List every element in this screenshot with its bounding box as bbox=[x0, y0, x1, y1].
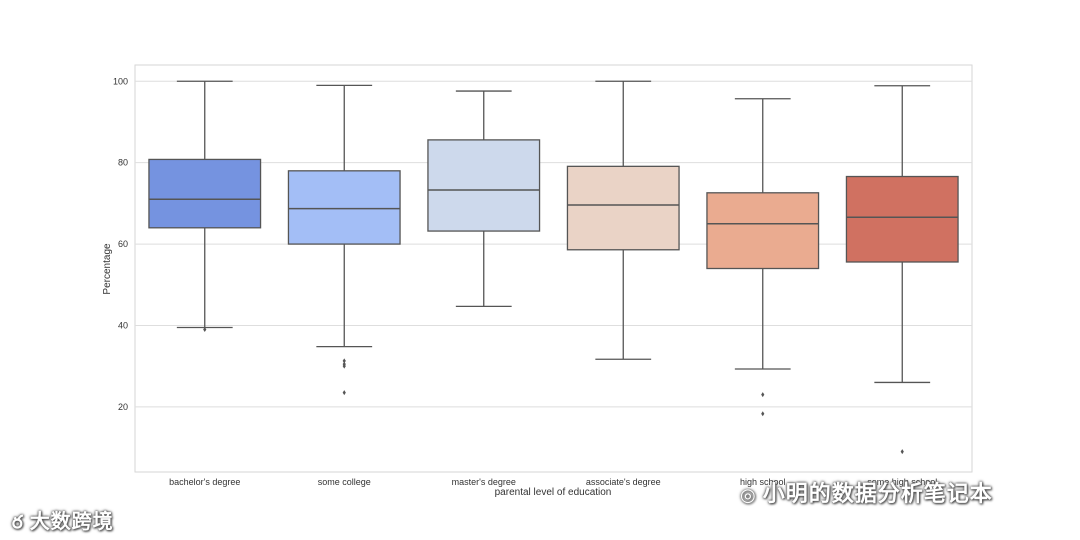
x-tick-labels: bachelor's degree some college master's de… bbox=[169, 477, 937, 487]
outlier-point bbox=[761, 411, 765, 417]
y-tick-label: 20 bbox=[118, 402, 128, 412]
wechat-icon: ◎ bbox=[740, 485, 757, 506]
y-axis-label: Percentage bbox=[102, 243, 113, 295]
box-body bbox=[845, 175, 959, 263]
box-body bbox=[148, 158, 262, 229]
x-tick-label: some high school bbox=[867, 477, 937, 487]
y-tick-label: 80 bbox=[118, 158, 128, 168]
box-4 bbox=[706, 98, 820, 417]
boxes bbox=[148, 80, 959, 455]
watermark-left: ర 大数跨境 bbox=[12, 505, 114, 537]
watermark-right-text: 小明的数据分析笔记本 bbox=[762, 482, 993, 507]
y-tick-labels: 20 40 60 80 100 bbox=[113, 76, 128, 412]
outlier-point bbox=[342, 363, 346, 369]
outlier-point bbox=[900, 449, 904, 455]
watermark-left-text: 大数跨境 bbox=[29, 509, 114, 533]
y-tick-label: 60 bbox=[118, 239, 128, 249]
weibo-icon: ర bbox=[12, 512, 24, 533]
grid-lines bbox=[135, 80, 972, 408]
x-tick-label: some college bbox=[318, 477, 371, 487]
x-tick-label: high school bbox=[740, 477, 786, 487]
box-2 bbox=[427, 90, 541, 308]
watermark-right: ◎ 小明的数据分析笔记本 bbox=[740, 476, 993, 508]
outlier-point bbox=[342, 358, 346, 364]
y-tick-label: 40 bbox=[118, 320, 128, 330]
box-3 bbox=[566, 80, 680, 360]
plot-area bbox=[134, 64, 973, 473]
x-axis-label: parental level of education bbox=[495, 487, 612, 498]
box-body bbox=[706, 192, 820, 270]
x-tick-label: bachelor's degree bbox=[169, 477, 240, 487]
x-tick-label: associate's degree bbox=[586, 477, 661, 487]
outlier-point bbox=[342, 390, 346, 396]
box-body bbox=[566, 165, 680, 251]
x-tick-label: master's degree bbox=[452, 477, 516, 487]
outlier-point bbox=[203, 327, 207, 333]
box-1 bbox=[287, 84, 401, 396]
box-body bbox=[427, 139, 541, 232]
box-5 bbox=[845, 85, 959, 455]
y-tick-label: 100 bbox=[113, 76, 128, 86]
box-0 bbox=[148, 80, 262, 333]
outlier-point bbox=[761, 392, 765, 398]
box-body bbox=[287, 170, 401, 245]
